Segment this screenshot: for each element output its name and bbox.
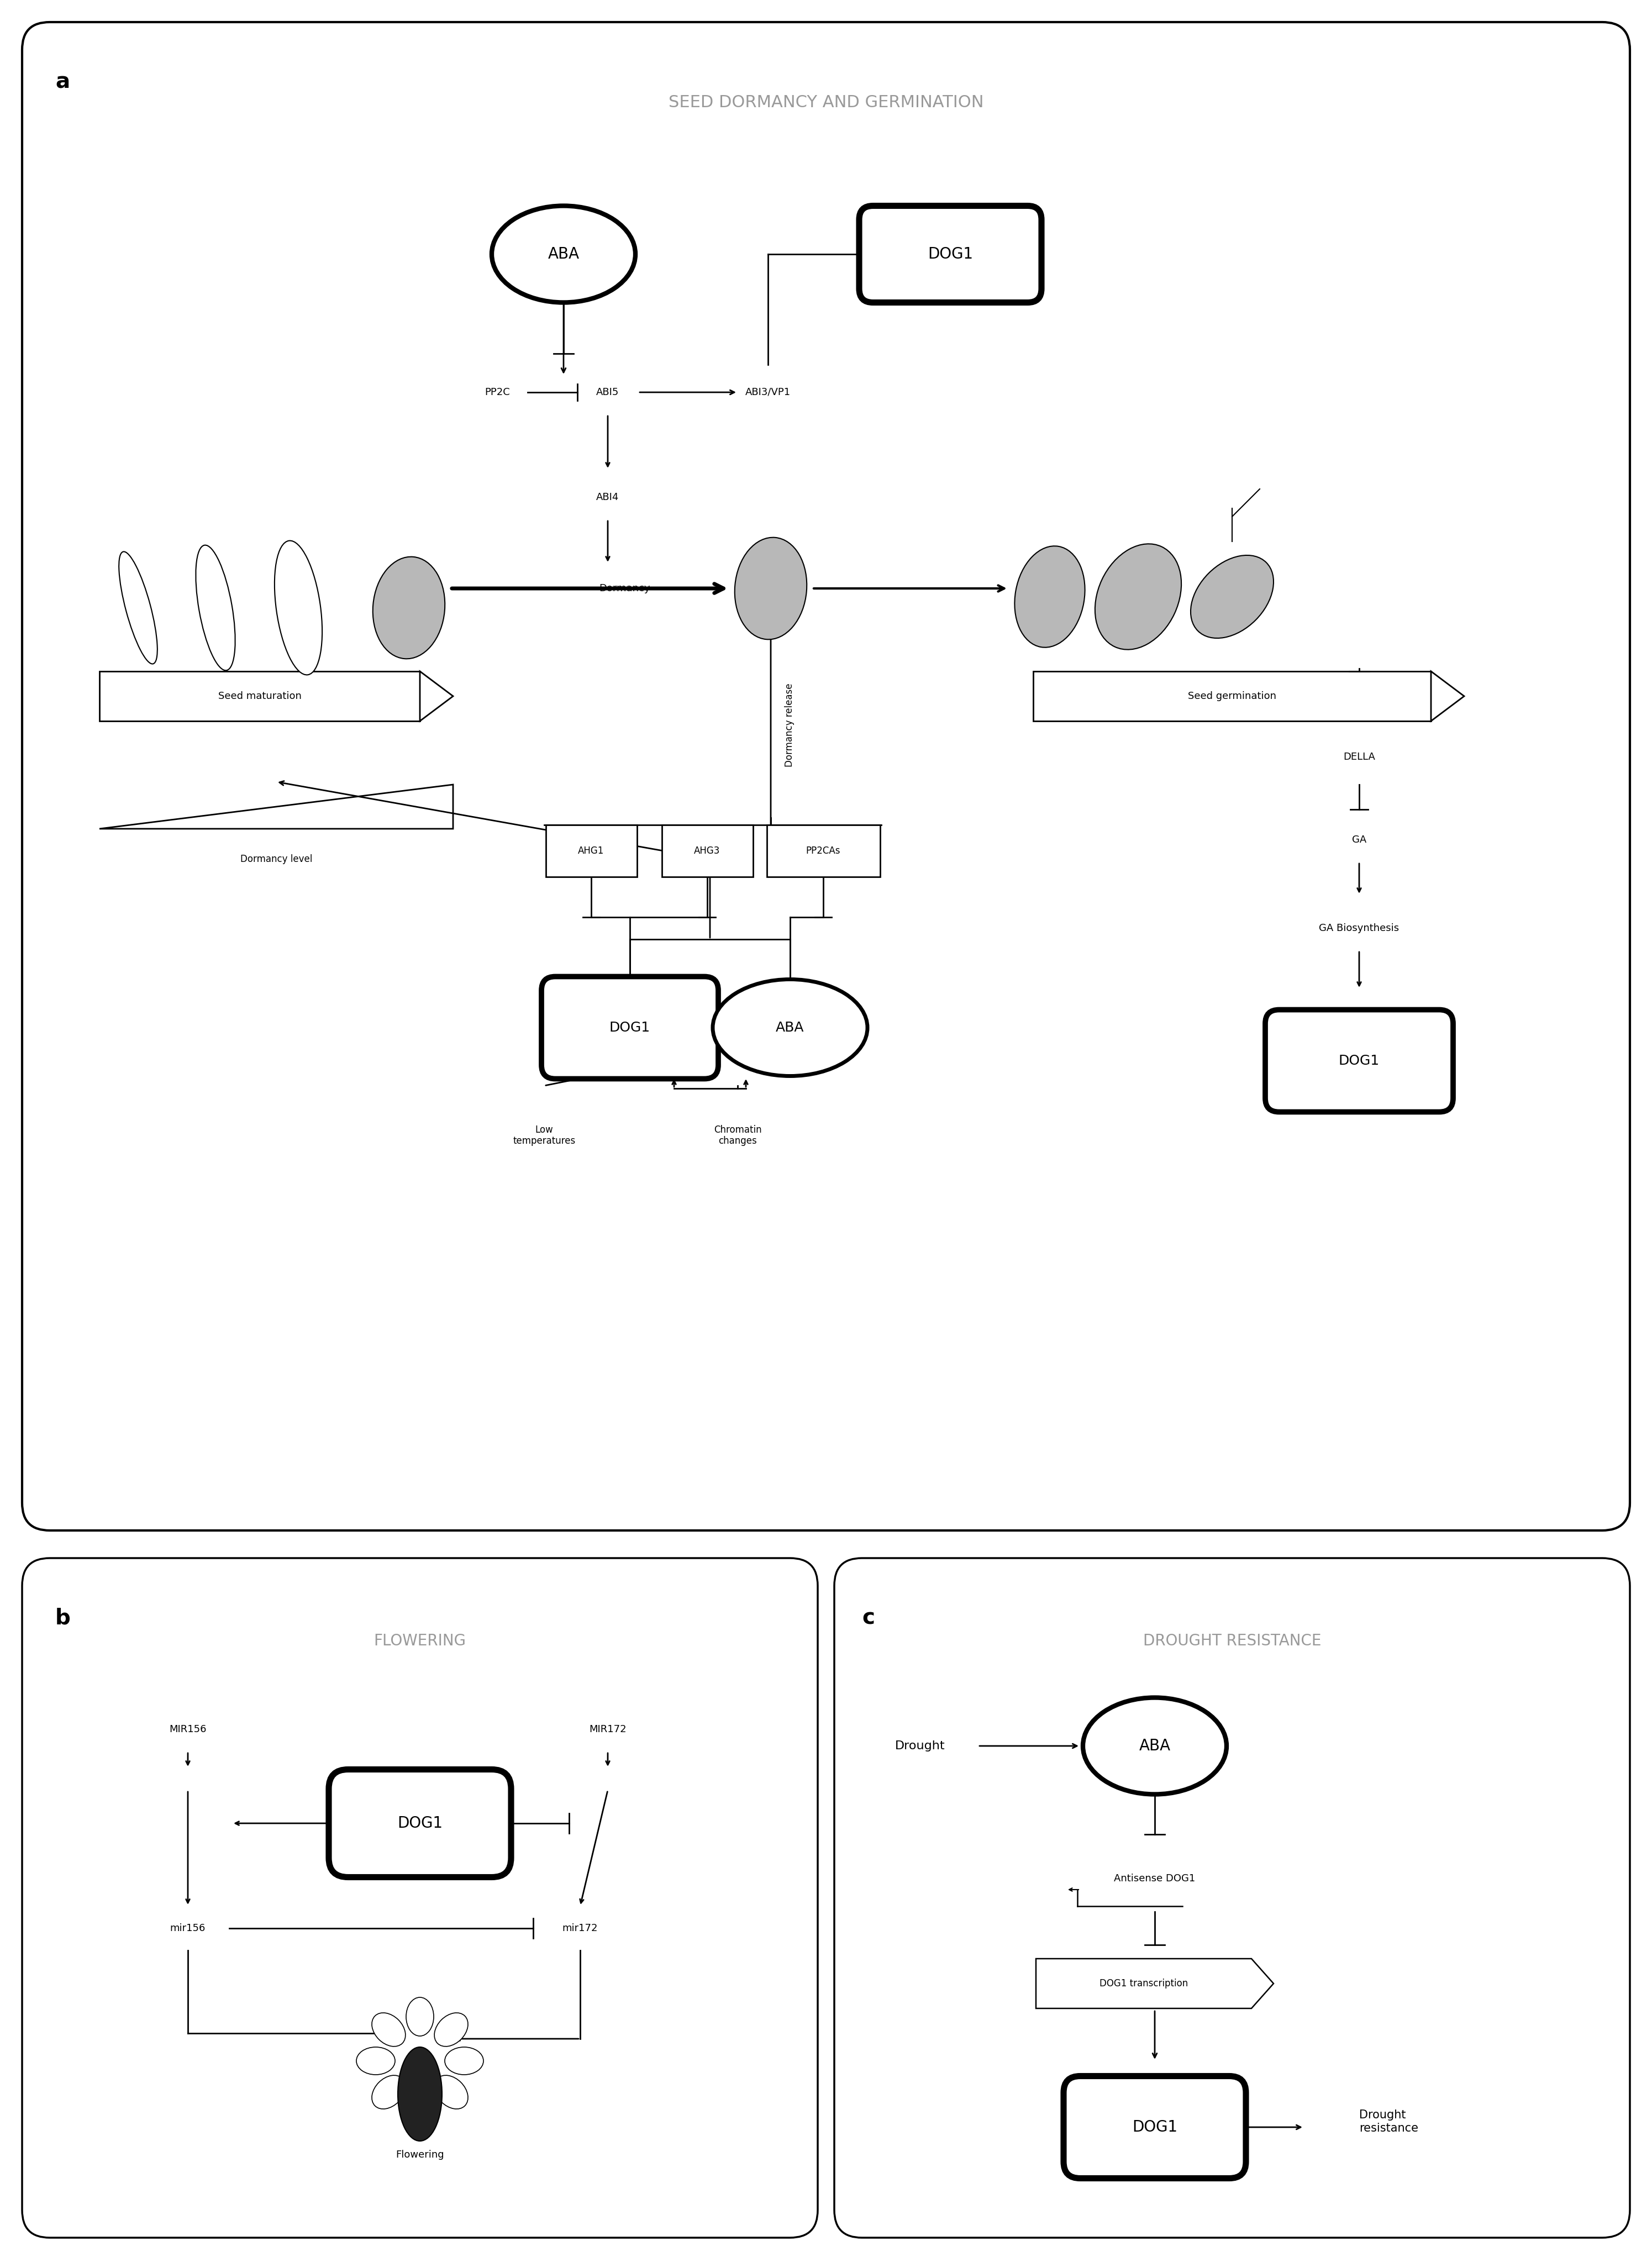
Ellipse shape [372, 2013, 405, 2047]
Text: Low
temperatures: Low temperatures [512, 1124, 575, 1147]
Polygon shape [1036, 1959, 1274, 2009]
Ellipse shape [1084, 1696, 1226, 1794]
Text: Dormancy: Dormancy [598, 584, 649, 593]
Ellipse shape [274, 541, 322, 674]
Ellipse shape [444, 2047, 484, 2074]
Text: MIR172: MIR172 [590, 1724, 626, 1735]
FancyBboxPatch shape [99, 672, 420, 722]
Ellipse shape [119, 552, 157, 665]
FancyBboxPatch shape [834, 1559, 1631, 2237]
Text: ABA: ABA [776, 1020, 805, 1034]
Text: Seed maturation: Seed maturation [218, 692, 301, 701]
Ellipse shape [373, 556, 444, 658]
Text: FLOWERING: FLOWERING [373, 1633, 466, 1649]
Text: DROUGHT RESISTANCE: DROUGHT RESISTANCE [1143, 1633, 1322, 1649]
Ellipse shape [1191, 554, 1274, 638]
Text: DOG1: DOG1 [928, 247, 973, 262]
FancyBboxPatch shape [1265, 1009, 1454, 1113]
Ellipse shape [406, 2086, 434, 2124]
FancyBboxPatch shape [329, 1769, 510, 1877]
Text: Dormancy release: Dormancy release [785, 683, 795, 767]
Text: GA: GA [1351, 835, 1366, 844]
Ellipse shape [406, 1997, 434, 2036]
Ellipse shape [735, 538, 806, 640]
Text: ABI5: ABI5 [596, 387, 620, 398]
FancyBboxPatch shape [1064, 2077, 1246, 2178]
Ellipse shape [372, 2074, 405, 2108]
FancyBboxPatch shape [542, 977, 719, 1079]
Ellipse shape [357, 2047, 395, 2074]
Text: ABI3/VP1: ABI3/VP1 [745, 387, 791, 398]
Ellipse shape [434, 2013, 468, 2047]
Text: DOG1 transcription: DOG1 transcription [1100, 1979, 1188, 1988]
Ellipse shape [492, 206, 636, 303]
Text: DOG1: DOG1 [396, 1816, 443, 1830]
Text: SEED DORMANCY AND GERMINATION: SEED DORMANCY AND GERMINATION [669, 95, 983, 111]
Text: c: c [862, 1608, 874, 1629]
Polygon shape [420, 672, 453, 722]
Text: mir172: mir172 [562, 1923, 598, 1934]
Text: ABA: ABA [548, 247, 580, 262]
Text: Antisense DOG1: Antisense DOG1 [1113, 1873, 1196, 1884]
Text: Seed germination: Seed germination [1188, 692, 1277, 701]
Text: AHG3: AHG3 [694, 846, 720, 855]
Text: GA Biosynthesis: GA Biosynthesis [1318, 923, 1399, 934]
Text: PP2CAs: PP2CAs [806, 846, 841, 855]
Text: a: a [55, 72, 69, 93]
Text: Drought
resistance: Drought resistance [1360, 2110, 1419, 2133]
Ellipse shape [434, 2074, 468, 2108]
FancyBboxPatch shape [859, 206, 1041, 303]
Text: ABA: ABA [1138, 1737, 1171, 1753]
Ellipse shape [398, 2047, 443, 2142]
Text: Dormancy level: Dormancy level [240, 855, 312, 864]
Text: PP2C: PP2C [484, 387, 510, 398]
Text: DELLA: DELLA [1343, 751, 1374, 762]
FancyBboxPatch shape [545, 826, 636, 878]
Text: Drought: Drought [895, 1739, 945, 1751]
FancyBboxPatch shape [21, 1559, 818, 2237]
Polygon shape [1431, 672, 1464, 722]
Text: mir156: mir156 [170, 1923, 205, 1934]
FancyBboxPatch shape [767, 826, 881, 878]
Text: DOG1: DOG1 [1132, 2119, 1178, 2135]
Ellipse shape [1014, 545, 1085, 647]
Text: AHG1: AHG1 [578, 846, 605, 855]
FancyBboxPatch shape [1032, 672, 1431, 722]
Text: DOG1: DOG1 [1338, 1054, 1379, 1068]
Text: Flowering: Flowering [396, 2149, 444, 2160]
Text: DOG1: DOG1 [610, 1020, 651, 1034]
FancyBboxPatch shape [662, 826, 753, 878]
Text: MIR156: MIR156 [169, 1724, 206, 1735]
Ellipse shape [712, 979, 867, 1077]
Text: Chromatin
changes: Chromatin changes [714, 1124, 762, 1147]
Ellipse shape [1095, 543, 1181, 649]
Text: ABI4: ABI4 [596, 493, 620, 502]
Text: b: b [55, 1608, 71, 1629]
Ellipse shape [197, 545, 235, 670]
Polygon shape [99, 785, 453, 828]
FancyBboxPatch shape [21, 23, 1631, 1531]
